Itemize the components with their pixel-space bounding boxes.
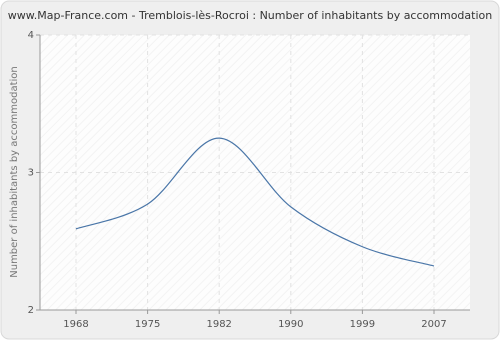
x-tick-label: 1975 <box>135 319 160 330</box>
y-tick-label: 3 <box>28 168 34 179</box>
x-tick-label: 1982 <box>206 319 231 330</box>
x-tick-label: 2007 <box>421 319 446 330</box>
x-tick-label: 1999 <box>350 319 375 330</box>
plot-area <box>40 35 470 310</box>
y-axis-label: Number of inhabitants by accommodation <box>9 66 20 278</box>
line <box>75 137 435 267</box>
x-tick-label: 1990 <box>278 319 303 330</box>
x-tick-label: 1968 <box>63 319 88 330</box>
y-tick-label: 4 <box>28 30 34 41</box>
chart-title: www.Map-France.com - Tremblois-lès-Rocro… <box>8 9 492 22</box>
y-tick-label: 2 <box>28 305 34 316</box>
